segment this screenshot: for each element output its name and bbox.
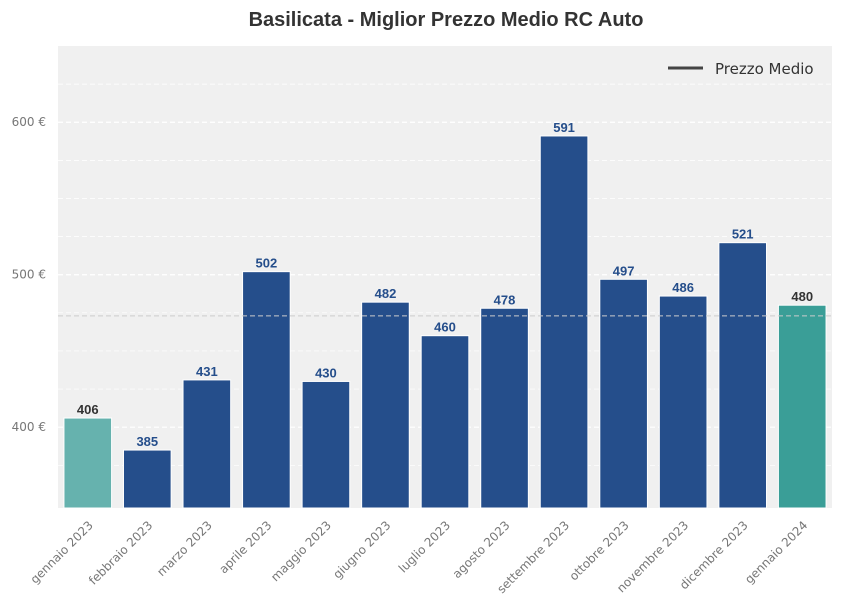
x-tick-label: maggio 2023 [268,518,334,584]
y-tick-label: 400 € [12,420,46,434]
bar-value-label: 460 [434,320,456,335]
bar-value-label: 431 [196,364,218,379]
x-tick-label: marzo 2023 [154,518,215,579]
bar [777,304,827,509]
bar [420,335,470,509]
bar-value-label: 482 [375,286,397,301]
bar [599,278,648,509]
x-tick-label: aprile 2023 [216,518,274,576]
bar-value-label: 497 [613,263,635,278]
bar-value-label: 385 [136,434,158,449]
bar-value-label: 591 [553,120,575,135]
bar-value-label: 521 [732,227,754,242]
bar [539,135,589,509]
chart-title: Basilicata - Miglior Prezzo Medio RC Aut… [249,9,644,31]
y-tick-label: 600 € [12,115,46,129]
bar [63,417,113,509]
bar [122,449,172,509]
bar [361,301,410,509]
y-axis: 400 € 500 € 600 € [12,115,46,434]
legend: Prezzo Medio [668,60,814,78]
bar [182,379,232,509]
x-tick-label: agosto 2023 [450,518,513,581]
x-tick-label: febbraio 2023 [86,518,155,587]
bar [718,242,768,509]
y-tick-label: 500 € [12,268,46,282]
bars [63,135,827,509]
value-labels: 406 385 431 502 430 482 460 478 591 497 486 521 480 [77,120,813,449]
bar-value-label: 406 [77,402,99,417]
bar [301,380,351,509]
bar-value-label: 486 [672,280,694,295]
x-tick-label: giugno 2023 [330,518,393,581]
bar-value-label: 478 [494,292,516,307]
x-tick-label: luglio 2023 [396,518,453,575]
bar-value-label: 502 [256,256,278,271]
bar-value-label: 430 [315,365,337,380]
bar [658,295,708,509]
bar [480,307,529,509]
x-tick-label: ottobre 2023 [567,518,632,583]
bar [242,271,291,509]
x-tick-label: gennaio 2023 [28,518,96,586]
legend-label: Prezzo Medio [715,60,814,78]
bar-value-label: 480 [791,289,813,304]
x-tick-label: gennaio 2024 [742,518,810,586]
